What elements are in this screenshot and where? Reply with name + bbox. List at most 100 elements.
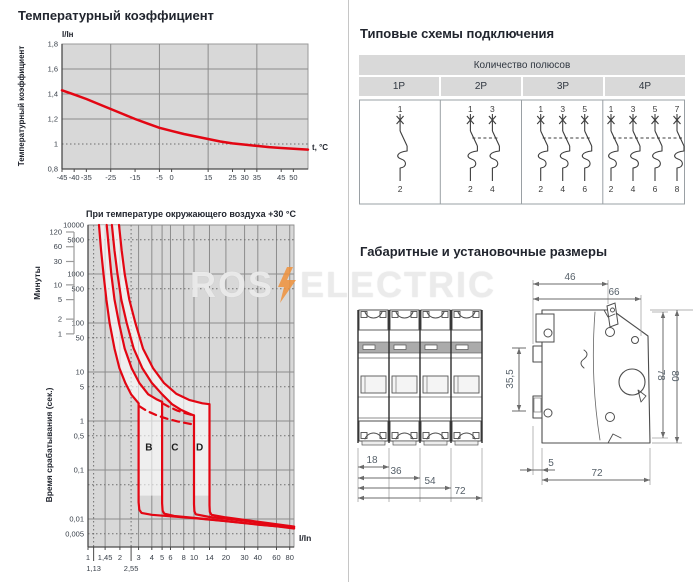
svg-text:1,6: 1,6 [48,65,58,74]
svg-text:D: D [196,443,203,454]
svg-text:7: 7 [675,104,680,114]
svg-text:5: 5 [548,458,554,469]
pole-column-header-3P: 3P [523,77,603,96]
svg-text:0,1: 0,1 [74,466,84,475]
svg-text:t, °C: t, °C [312,143,328,152]
svg-text:1,13: 1,13 [86,564,101,573]
svg-text:1: 1 [398,104,403,114]
svg-text:1: 1 [468,104,473,114]
pole-column-header-2P: 2P [441,77,521,96]
svg-text:35: 35 [253,173,261,182]
svg-text:-35: -35 [81,173,92,182]
svg-text:1,8: 1,8 [48,40,58,49]
svg-text:40: 40 [254,553,262,562]
poles-table-header: Количество полюсов [359,55,685,75]
svg-text:5: 5 [582,104,587,114]
svg-text:100: 100 [71,319,84,328]
svg-text:78: 78 [655,369,666,381]
svg-text:Время срабатывания (сек.): Время срабатывания (сек.) [44,387,54,502]
svg-text:120: 120 [49,227,62,236]
svg-text:Температурный коэффициент: Температурный коэффициент [17,46,26,167]
svg-text:-15: -15 [130,173,141,182]
svg-text:25: 25 [228,173,236,182]
svg-text:0,01: 0,01 [69,515,84,524]
svg-text:-25: -25 [105,173,116,182]
svg-text:2: 2 [468,184,473,194]
svg-text:B: B [145,443,152,454]
svg-text:66: 66 [608,287,620,298]
svg-text:35,5: 35,5 [505,369,516,389]
pole-column-header-4P: 4P [605,77,685,96]
svg-text:20: 20 [222,553,230,562]
svg-text:C: C [171,443,178,454]
svg-text:3: 3 [560,104,565,114]
svg-text:80: 80 [669,370,680,382]
svg-text:5: 5 [80,382,84,391]
svg-text:1: 1 [80,417,84,426]
svg-text:46: 46 [564,272,576,283]
svg-text:2: 2 [398,184,403,194]
svg-text:10000: 10000 [63,221,84,230]
temperature-coefficient-chart: -45 -40 -35 -25 -15 -5 0 15 25 30 35 45 50 0,8 1 1,2 1,4… [17,30,328,182]
svg-text:1: 1 [54,140,58,149]
svg-text:15: 15 [204,173,212,182]
connection-schemes-drawing: 1 2 1 2 3 4 1 2 3 4 5 6 1 2 3 4 5 6 7 8 [359,99,685,205]
svg-text:1000: 1000 [67,270,84,279]
svg-text:-45: -45 [57,173,68,182]
svg-text:1: 1 [609,104,614,114]
dimension-drawings: 18 36 54 72 35,5 46 66 78 80 72 5 [357,272,693,502]
svg-text:5: 5 [653,104,658,114]
svg-text:80: 80 [286,553,294,562]
svg-text:1,2: 1,2 [48,115,58,124]
svg-text:2: 2 [609,184,614,194]
svg-text:1: 1 [538,104,543,114]
svg-text:18: 18 [366,455,378,466]
svg-text:8: 8 [675,184,680,194]
svg-text:I/Iн: I/Iн [62,30,74,39]
svg-text:6: 6 [582,184,587,194]
svg-text:10: 10 [54,280,62,289]
svg-text:36: 36 [390,466,402,477]
svg-text:45: 45 [277,173,285,182]
svg-text:30: 30 [54,257,62,266]
svg-text:1: 1 [58,329,62,338]
section-title-dimensions: Габаритные и установочные размеры [360,244,608,259]
svg-text:30: 30 [240,553,248,562]
svg-text:3: 3 [631,104,636,114]
svg-text:72: 72 [591,468,603,479]
svg-text:2: 2 [538,184,543,194]
svg-text:4: 4 [560,184,565,194]
svg-text:I/In: I/In [299,533,311,543]
svg-text:6: 6 [653,184,658,194]
svg-text:30: 30 [240,173,248,182]
column-divider [348,0,349,582]
svg-text:60: 60 [272,553,280,562]
svg-text:-5: -5 [156,173,163,182]
svg-text:4: 4 [631,184,636,194]
trip-curves-chart: При температуре окружающего воздуха +30 … [32,209,311,573]
svg-text:4: 4 [150,553,154,562]
svg-text:8: 8 [182,553,186,562]
pole-column-header-1P: 1P [359,77,439,96]
svg-text:60: 60 [54,242,62,251]
svg-text:54: 54 [424,476,436,487]
svg-text:5: 5 [160,553,164,562]
svg-text:72: 72 [454,486,466,497]
svg-text:50: 50 [76,333,84,342]
section-title-temp-coeff: Температурный коэффициент [18,8,214,23]
svg-text:1,4: 1,4 [48,90,58,99]
svg-text:2,55: 2,55 [124,564,139,573]
svg-text:0,005: 0,005 [65,529,84,538]
svg-text:3: 3 [136,553,140,562]
svg-text:5: 5 [58,295,62,304]
svg-text:-40: -40 [69,173,80,182]
svg-text:2: 2 [118,553,122,562]
svg-text:50: 50 [289,173,297,182]
svg-text:4: 4 [490,184,495,194]
svg-text:10: 10 [76,368,84,377]
svg-text:5000: 5000 [67,235,84,244]
svg-text:0,8: 0,8 [48,165,58,174]
svg-text:10: 10 [190,553,198,562]
section-title-schemes: Типовые схемы подключения [360,26,555,41]
